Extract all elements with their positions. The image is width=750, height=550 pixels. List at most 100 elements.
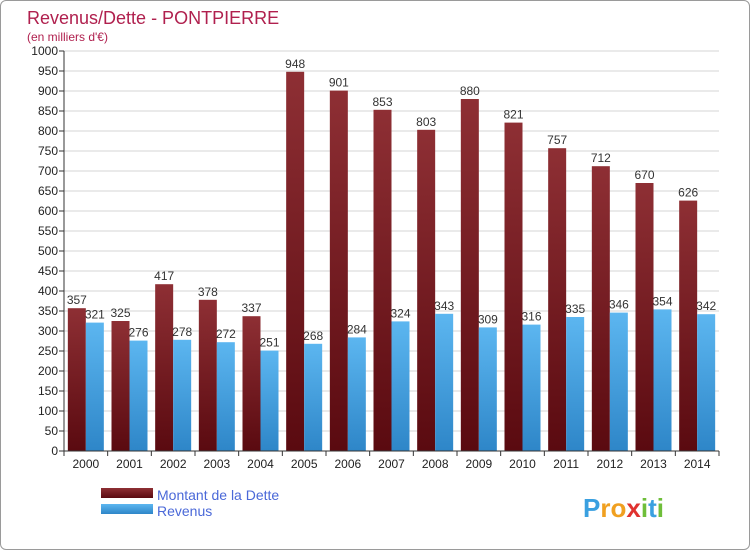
value-label-revenus: 321 [85, 308, 105, 322]
value-label-revenus: 272 [216, 327, 236, 341]
y-tick-label: 750 [38, 144, 58, 158]
y-tick-label: 600 [38, 204, 58, 218]
bar-revenus [609, 312, 628, 451]
x-tick-label: 2001 [116, 457, 143, 471]
bar-revenus [478, 327, 497, 451]
value-label-revenus: 251 [259, 336, 279, 350]
logo-letter: x [626, 493, 641, 523]
y-tick-label: 300 [38, 324, 58, 338]
bar-dette [417, 129, 436, 452]
y-tick-label: 500 [38, 244, 58, 258]
logo-letter: r [600, 493, 610, 523]
bar-dette [155, 284, 174, 451]
y-tick-label: 550 [38, 224, 58, 238]
bar-dette [329, 90, 348, 451]
value-label-revenus: 354 [652, 294, 672, 308]
bar-dette [198, 299, 217, 451]
bar-revenus [391, 321, 410, 451]
x-tick-label: 2007 [378, 457, 405, 471]
x-tick-label: 2004 [247, 457, 274, 471]
bar-revenus [129, 340, 148, 451]
value-label-dette: 670 [634, 168, 654, 182]
legend: Montant de la Dette Revenus [101, 487, 279, 519]
value-label-dette: 757 [547, 133, 567, 147]
value-label-revenus: 268 [303, 329, 323, 343]
bar-revenus [260, 350, 279, 451]
chart-title: Revenus/Dette - PONTPIERRE [27, 8, 279, 28]
x-tick-label: 2013 [640, 457, 667, 471]
bar-revenus [435, 313, 454, 451]
bar-revenus [216, 342, 235, 451]
value-label-dette: 821 [503, 108, 523, 122]
legend-label-debt: Montant de la Dette [157, 487, 279, 503]
x-tick-label: 2008 [422, 457, 449, 471]
value-label-dette: 880 [460, 84, 480, 98]
logo-letter: i [641, 493, 648, 523]
y-tick-label: 450 [38, 264, 58, 278]
bar-dette [504, 122, 523, 451]
value-label-dette: 378 [198, 285, 218, 299]
x-tick-label: 2000 [72, 457, 99, 471]
value-label-dette: 325 [110, 306, 130, 320]
value-label-revenus: 309 [478, 312, 498, 326]
y-tick-label: 950 [38, 64, 58, 78]
value-label-dette: 712 [591, 151, 611, 165]
logo-letter: P [583, 493, 600, 523]
legend-swatch-revenus [101, 504, 153, 514]
bar-dette [679, 200, 698, 451]
value-label-dette: 357 [67, 293, 87, 307]
x-axis-ticks: 2000 2001 2002 2003 2004 2005 2006 2007 2008 2009… [63, 451, 720, 471]
y-tick-label: 50 [45, 424, 59, 438]
y-tick-label: 850 [38, 104, 58, 118]
logo-letter: o [610, 493, 626, 523]
x-tick-label: 2009 [465, 457, 492, 471]
value-label-revenus: 346 [609, 298, 629, 312]
x-tick-label: 2011 [553, 457, 579, 471]
y-tick-label: 900 [38, 84, 58, 98]
y-tick-label: 250 [38, 344, 58, 358]
value-label-dette: 337 [241, 301, 261, 315]
x-tick-label: 2014 [684, 457, 711, 471]
y-tick-label: 800 [38, 124, 58, 138]
bar-revenus [566, 317, 585, 451]
value-label-revenus: 324 [390, 306, 410, 320]
y-tick-label: 0 [51, 444, 58, 458]
value-label-dette: 803 [416, 115, 436, 129]
y-tick-label: 350 [38, 304, 58, 318]
svg-text:Proxiti: Proxiti [583, 493, 664, 523]
bar-dette [460, 99, 479, 451]
bar-dette [373, 109, 392, 452]
value-label-revenus: 342 [696, 299, 716, 313]
legend-label-revenus: Revenus [157, 503, 212, 519]
value-label-revenus: 278 [172, 325, 192, 339]
bar-revenus [85, 322, 104, 451]
bar-revenus [653, 309, 672, 451]
y-tick-label: 650 [38, 184, 58, 198]
x-tick-label: 2010 [509, 457, 536, 471]
y-tick-label: 400 [38, 284, 58, 298]
bar-dette [591, 166, 610, 451]
bar-revenus [522, 324, 541, 451]
x-tick-label: 2006 [334, 457, 361, 471]
x-tick-label: 2003 [203, 457, 230, 471]
value-label-dette: 417 [154, 269, 174, 283]
bar-revenus [173, 339, 192, 451]
x-tick-label: 2005 [291, 457, 318, 471]
bar-dette [548, 148, 567, 451]
value-label-revenus: 276 [128, 326, 148, 340]
logo-letter: t [648, 493, 657, 523]
y-tick-label: 150 [38, 384, 58, 398]
y-tick-label: 1000 [31, 44, 58, 58]
bar-revenus [304, 343, 323, 451]
bar-dette [242, 316, 261, 451]
bar-dette [67, 308, 86, 451]
value-label-dette: 626 [678, 186, 698, 200]
y-tick-label: 200 [38, 364, 58, 378]
y-axis-ticks: 0 50 100 150 200 250 300 350 400 450 500 550 600 650 7… [31, 44, 64, 458]
value-label-dette: 853 [372, 95, 392, 109]
value-label-dette: 948 [285, 57, 305, 71]
legend-swatch-debt [101, 488, 153, 498]
